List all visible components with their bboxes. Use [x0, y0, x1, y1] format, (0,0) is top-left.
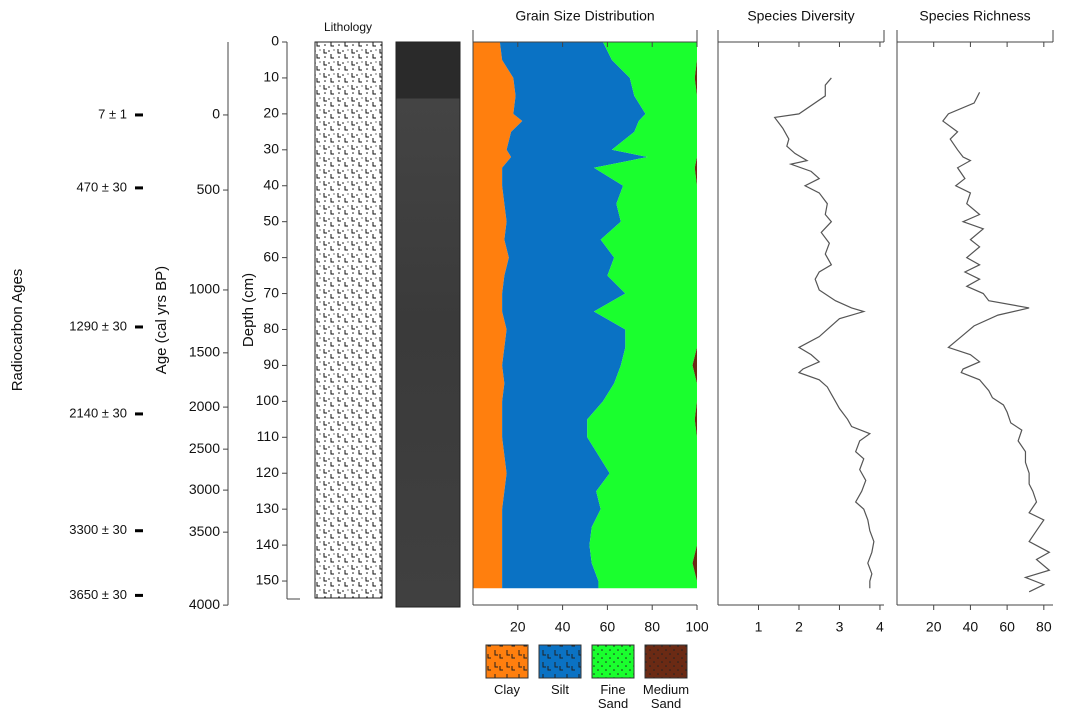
- x-tick-label: 3: [836, 619, 844, 635]
- area: [473, 42, 523, 589]
- y-tick-label: 2000: [189, 398, 220, 414]
- y-tick-label: 100: [256, 392, 280, 408]
- legend-label: Silt: [550, 682, 570, 697]
- area: [587, 42, 697, 589]
- x-tick-label: 60: [600, 619, 616, 635]
- y-tick-label: 3500: [189, 523, 220, 539]
- legend-label: Fine Sand: [597, 682, 629, 711]
- area: [499, 42, 648, 589]
- radiocarbon-label: 7 ± 1: [98, 106, 127, 121]
- panel-title: Lithology: [324, 20, 372, 34]
- y-tick-label: 70: [263, 284, 279, 300]
- y-tick-label: 3000: [189, 481, 220, 497]
- legend-pattern: [486, 645, 528, 678]
- x-tick-label: 60: [999, 619, 1015, 635]
- y-tick-label: 4000: [189, 596, 220, 612]
- axis-title: Age (cal yrs BP): [153, 266, 170, 374]
- y-tick-label: 20: [263, 105, 279, 121]
- radiocarbon-label: 2140 ± 30: [69, 405, 127, 420]
- y-tick-label: 500: [197, 181, 221, 197]
- y-tick-label: 120: [256, 464, 280, 480]
- x-tick-label: 40: [963, 619, 979, 635]
- x-tick-label: 80: [1036, 619, 1052, 635]
- legend-pattern: [592, 645, 634, 678]
- radiocarbon-label: 3650 ± 30: [69, 587, 127, 602]
- y-tick-label: 0: [212, 106, 220, 122]
- y-tick-label: 50: [263, 212, 279, 228]
- y-tick-label: 150: [256, 572, 280, 588]
- axis-title: Radiocarbon Ages: [9, 269, 26, 392]
- y-tick-label: 1500: [189, 344, 220, 360]
- y-tick-label: 60: [263, 248, 279, 264]
- y-tick-label: 140: [256, 536, 280, 552]
- panel-title: Species Diversity: [747, 8, 854, 24]
- line: [942, 92, 1051, 593]
- y-tick-label: 10: [263, 69, 279, 85]
- panel-title: Grain Size Distribution: [515, 8, 654, 24]
- y-tick-label: 30: [263, 141, 279, 157]
- y-tick-label: 2500: [189, 440, 220, 456]
- axis-title: Depth (cm): [240, 273, 257, 347]
- legend-pattern: [645, 645, 687, 678]
- x-tick-label: 20: [926, 619, 942, 635]
- x-tick-label: 80: [644, 619, 660, 635]
- line: [773, 77, 875, 589]
- x-tick-label: 100: [685, 619, 709, 635]
- y-tick-label: 40: [263, 176, 279, 192]
- x-tick-label: 2: [795, 619, 803, 635]
- x-tick-label: 4: [876, 619, 884, 635]
- radiocarbon-label: 1290 ± 30: [69, 318, 127, 333]
- legend-label: Medium Sand: [642, 682, 690, 711]
- y-tick-label: 130: [256, 500, 280, 516]
- x-tick-label: 1: [755, 619, 763, 635]
- legend-pattern: [539, 645, 581, 678]
- legend-label: Clay: [493, 682, 520, 697]
- core-photo: [395, 41, 461, 608]
- y-tick-label: 0: [271, 33, 279, 49]
- radiocarbon-label: 3300 ± 30: [69, 522, 127, 537]
- y-tick-label: 90: [263, 356, 279, 372]
- panel-title: Species Richness: [919, 8, 1030, 24]
- lithology-column: [314, 41, 383, 599]
- x-tick-label: 40: [555, 619, 571, 635]
- y-tick-label: 1000: [189, 281, 220, 297]
- y-tick-label: 110: [257, 428, 280, 444]
- radiocarbon-label: 470 ± 30: [76, 179, 127, 194]
- x-tick-label: 20: [510, 619, 526, 635]
- y-tick-label: 80: [263, 320, 279, 336]
